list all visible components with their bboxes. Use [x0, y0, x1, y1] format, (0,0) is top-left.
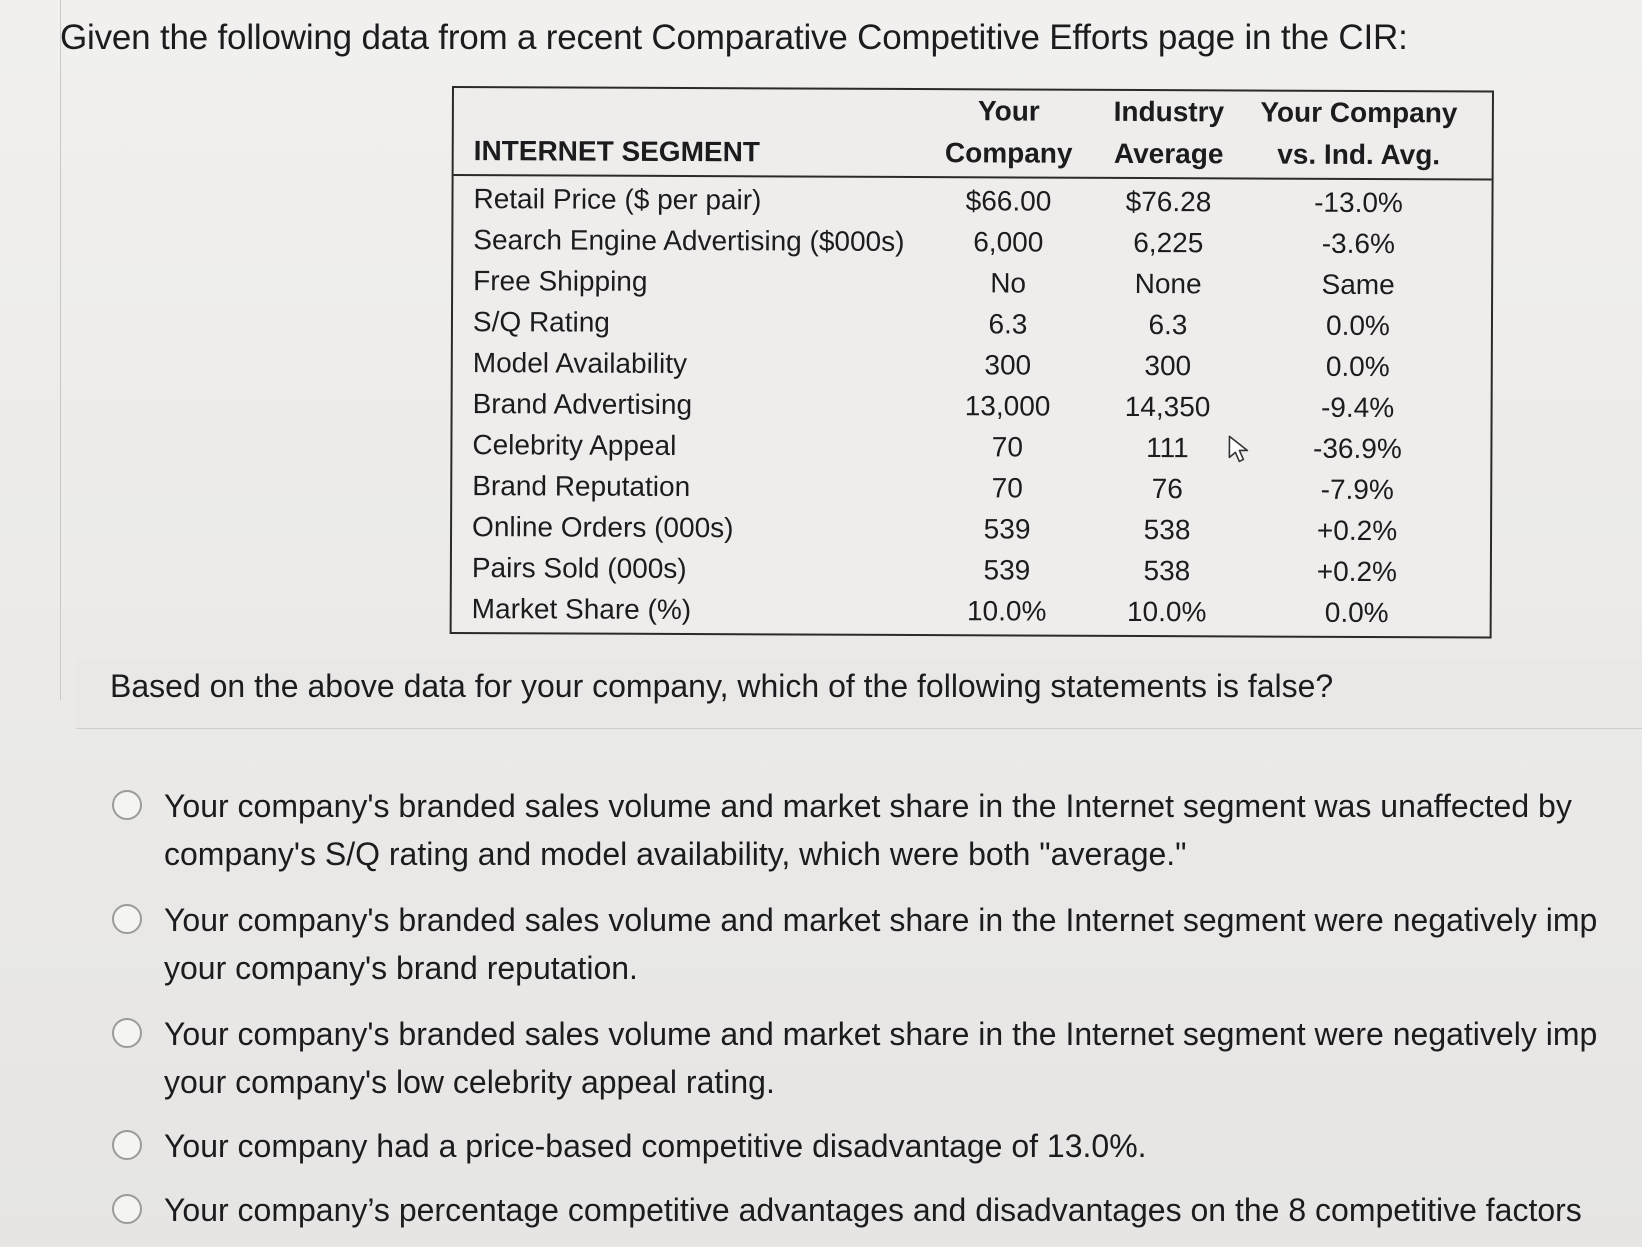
intro-text: Given the following data from a recent C… [60, 18, 1408, 57]
option-text-line: your company's brand reputation. [164, 950, 638, 986]
row-industry-value: 76 [1151, 473, 1183, 505]
row-industry-value: None [1134, 267, 1202, 300]
row-label: Free Shipping [473, 265, 648, 297]
row-vs-value: -3.6% [1321, 227, 1395, 260]
header-your-company-2: Company [944, 137, 1073, 169]
row-company-value: 6,000 [973, 226, 1044, 258]
mouse-pointer-icon [1228, 435, 1249, 463]
radio-button[interactable] [112, 1018, 142, 1048]
radio-button[interactable] [112, 790, 142, 820]
row-company-value: 70 [991, 431, 1024, 463]
question-band [76, 660, 1642, 729]
row-vs-value: 0.0% [1324, 596, 1389, 629]
option-text-line: Your company's branded sales volume and … [164, 902, 1598, 938]
row-label: Market Share (%) [471, 593, 692, 626]
question-text: Based on the above data for your company… [110, 668, 1334, 704]
row-label: S/Q Rating [472, 306, 610, 338]
row-label: Online Orders (000s) [472, 511, 734, 544]
row-industry-value: 300 [1144, 350, 1192, 382]
row-industry-value: 6.3 [1148, 309, 1188, 341]
table-row: Online Orders (000s) 539 538 +0.2% [452, 506, 1492, 552]
header-industry-2: Average [1113, 137, 1224, 170]
row-industry-value: 538 [1143, 514, 1191, 546]
header-industry-1: Industry [1113, 95, 1225, 128]
row-label: Pairs Sold (000s) [471, 552, 687, 585]
header-vs-1: Your Company [1260, 96, 1458, 129]
row-vs-value: -36.9% [1228, 428, 1457, 470]
row-vs-value: +0.2% [1316, 555, 1398, 588]
row-label: Brand Reputation [472, 470, 691, 503]
option-text-line: Your company's branded sales volume and … [164, 1016, 1598, 1052]
header-segment: INTERNET SEGMENT [473, 135, 761, 168]
table-row: Model Availability 300 300 0.0% [453, 342, 1493, 388]
radio-button[interactable] [112, 904, 142, 934]
table-row: Celebrity Appeal 70 111 -36.9% [452, 424, 1492, 470]
row-industry-value: 10.0% [1126, 595, 1207, 628]
row-label: Celebrity Appeal [472, 429, 677, 461]
option-text-line: Your company's branded sales volume and … [164, 788, 1572, 824]
header-vs-2: vs. Ind. Avg. [1277, 138, 1441, 171]
row-vs-value: 0.0% [1325, 309, 1390, 342]
option-text-line: Your company had a price-based competiti… [164, 1128, 1147, 1164]
content-divider [60, 0, 61, 700]
table-row: Free Shipping No None Same [453, 260, 1493, 306]
row-label: Search Engine Advertising ($000s) [473, 224, 905, 257]
row-company-value: 539 [983, 513, 1031, 545]
row-industry-value: 6,225 [1133, 226, 1204, 259]
row-vs-value: -13.0% [1314, 186, 1403, 219]
celebrity-appeal-vs-text: -36.9% [1313, 432, 1402, 465]
row-company-value: 10.0% [966, 595, 1047, 627]
option-text-line: company's S/Q rating and model availabil… [164, 836, 1187, 872]
row-vs-value: -7.9% [1320, 473, 1394, 506]
row-company-value: 13,000 [964, 390, 1051, 422]
option-text-line: your company's low celebrity appeal rati… [164, 1064, 775, 1100]
competitive-efforts-table: INTERNET SEGMENT Your Company Industry A… [449, 86, 1494, 639]
row-label: Brand Advertising [472, 388, 693, 421]
table-row: Brand Reputation 70 76 -7.9% [452, 465, 1492, 511]
table-row: Search Engine Advertising ($000s) 6,000 … [453, 219, 1493, 265]
table-row: Brand Advertising 13,000 14,350 -9.4% [453, 383, 1493, 429]
row-company-value: 6.3 [988, 308, 1028, 340]
table-row: S/Q Rating 6.3 6.3 0.0% [453, 301, 1493, 347]
row-label: Model Availability [472, 347, 688, 380]
table-row: Pairs Sold (000s) 539 538 +0.2% [452, 547, 1492, 593]
table-row: Retail Price ($ per pair) $66.00 $76.28 … [453, 178, 1493, 224]
row-vs-value: -9.4% [1320, 391, 1395, 424]
row-industry-value: 14,350 [1124, 390, 1211, 423]
header-your-company-1: Your [977, 95, 1040, 127]
row-company-value: 539 [983, 554, 1031, 586]
row-vs-value: Same [1321, 268, 1395, 301]
row-industry-value: 538 [1143, 555, 1191, 587]
row-vs-value: 0.0% [1325, 350, 1390, 383]
option-text-line: Your company’s percentage competitive ad… [164, 1192, 1582, 1228]
row-label: Retail Price ($ per pair) [473, 183, 762, 216]
row-company-value: 300 [984, 349, 1032, 381]
radio-button[interactable] [112, 1194, 142, 1224]
row-industry-value: 111 [1146, 432, 1189, 464]
radio-button[interactable] [112, 1130, 142, 1160]
row-industry-value: $76.28 [1125, 185, 1212, 218]
row-vs-value: +0.2% [1316, 514, 1398, 547]
row-company-value: 70 [991, 472, 1023, 504]
row-company-value: $66.00 [965, 185, 1052, 217]
table-row: Market Share (%) 10.0% 10.0% 0.0% [452, 588, 1492, 634]
row-company-value: No [990, 267, 1027, 299]
